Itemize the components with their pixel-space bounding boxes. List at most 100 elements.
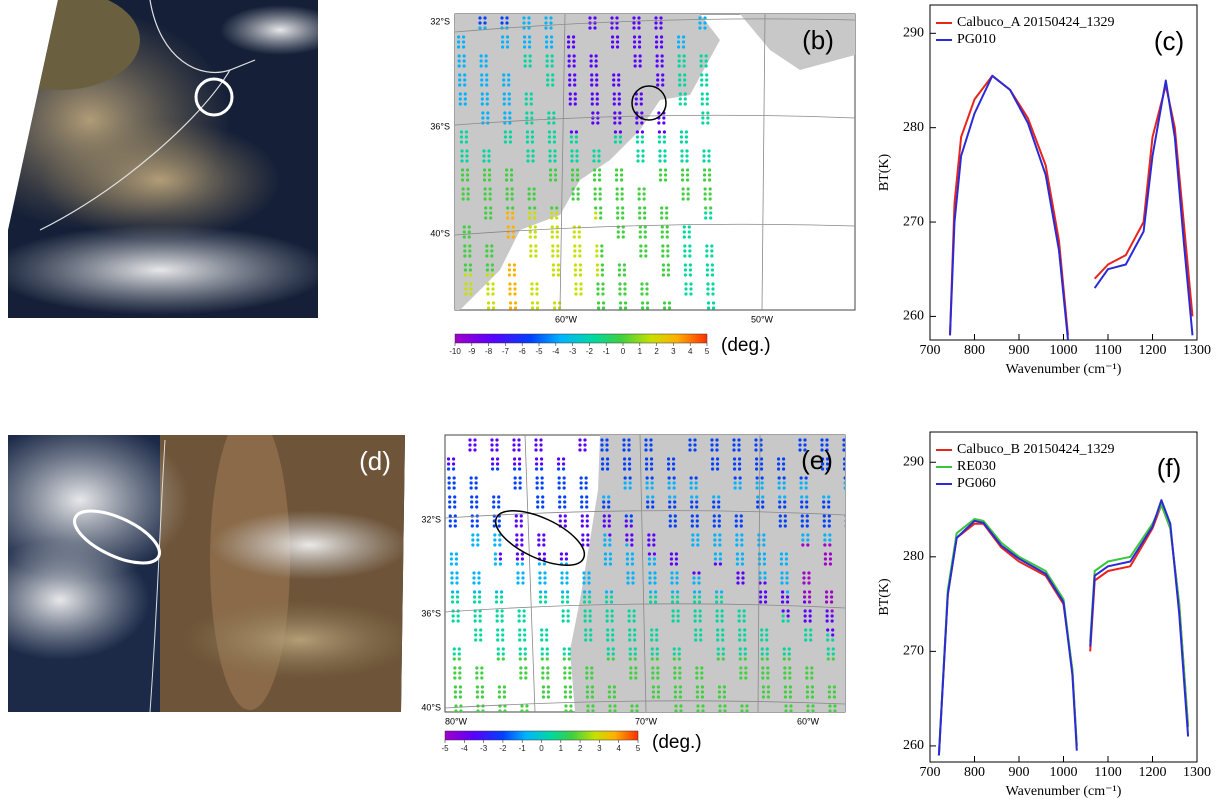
map-dot <box>565 571 569 575</box>
map-dot <box>485 244 489 248</box>
map-dot <box>635 121 639 125</box>
map-dot <box>497 695 502 699</box>
map-dot <box>613 135 618 139</box>
map-dot <box>613 121 617 125</box>
map-dot <box>448 519 452 523</box>
map-dot <box>828 562 833 566</box>
map-dot <box>497 690 502 694</box>
map-dot <box>846 557 849 560</box>
legend-label: RE030 <box>957 459 996 474</box>
map-dot <box>611 657 615 661</box>
map-dot <box>693 448 697 452</box>
map-dot <box>535 476 539 480</box>
map-dot <box>600 254 604 258</box>
map-dot <box>455 590 460 594</box>
map-dot <box>483 192 487 196</box>
map-dot <box>502 695 507 699</box>
map-dot <box>600 467 605 471</box>
map-dot <box>535 306 540 310</box>
map-dot <box>710 462 715 466</box>
map-dot <box>684 292 688 296</box>
map-dot <box>826 647 830 651</box>
map-dot <box>641 149 645 153</box>
map-dot <box>597 311 600 314</box>
map-dot <box>561 614 565 618</box>
map-dot <box>514 514 518 518</box>
map-dot <box>804 628 808 632</box>
map-dot <box>562 647 566 651</box>
map-dot <box>660 206 664 210</box>
map-dot <box>802 576 806 580</box>
map-dot <box>471 533 475 537</box>
map-dot <box>534 249 538 253</box>
map-dot <box>525 704 529 708</box>
x-tick-label: 1100 <box>1094 765 1121 780</box>
map-dot <box>778 524 782 528</box>
map-dot <box>629 671 633 675</box>
map-dot <box>527 192 531 196</box>
map-dot <box>458 666 462 670</box>
map-dot <box>456 45 461 49</box>
map-dot <box>634 102 638 106</box>
map-dot <box>490 273 495 277</box>
map-dot <box>648 595 653 599</box>
map-dot <box>755 476 759 480</box>
map-dot <box>455 595 460 599</box>
map-dot <box>699 633 703 637</box>
map-dot <box>766 676 770 680</box>
map-dot <box>625 538 629 542</box>
map-dot <box>582 571 586 575</box>
map-dot <box>566 45 571 49</box>
map-dot <box>669 557 674 561</box>
map-dot <box>657 121 661 125</box>
map-dot <box>720 609 724 613</box>
map-dot <box>524 92 528 96</box>
map-dot <box>632 21 636 25</box>
map-dot <box>605 462 610 466</box>
map-dot <box>754 457 759 461</box>
map-dot <box>474 638 478 642</box>
map-dot <box>548 168 553 172</box>
map-dot <box>703 21 707 25</box>
map-dot <box>670 590 675 594</box>
map-dot <box>535 481 539 485</box>
map-dot <box>681 40 686 44</box>
map-dot <box>565 581 569 585</box>
map-dot <box>739 676 743 680</box>
map-dot <box>666 263 671 267</box>
map-dot <box>607 524 611 528</box>
map-dot <box>517 609 521 613</box>
map-dot <box>608 543 612 547</box>
map-dot <box>472 595 477 599</box>
map-dot <box>639 97 643 101</box>
map-dot <box>485 102 489 106</box>
map-dot <box>842 448 845 452</box>
map-dot <box>804 633 808 637</box>
map-dot <box>508 130 513 134</box>
map-dot <box>563 500 567 504</box>
map-dot <box>528 64 532 68</box>
map-dot <box>698 609 702 613</box>
map-dot <box>531 154 535 158</box>
map-dot <box>594 59 598 63</box>
map-dot <box>548 173 553 177</box>
map-dot <box>643 230 647 234</box>
map-dot <box>788 676 792 680</box>
map-dot <box>454 562 459 566</box>
map-dot <box>683 249 687 253</box>
map-dot <box>478 619 482 623</box>
map-dot <box>700 97 704 101</box>
map-dot <box>506 206 510 210</box>
map-dot <box>608 538 612 542</box>
map-dot <box>701 704 705 708</box>
map-dot <box>587 571 591 575</box>
map-dot <box>717 495 721 499</box>
map-dot <box>498 538 502 542</box>
map-dot <box>637 197 641 201</box>
map-dot <box>847 448 850 451</box>
map-dot <box>567 64 571 68</box>
map-dot <box>830 619 834 623</box>
map-dot <box>692 595 697 599</box>
map-dot <box>717 500 721 504</box>
map-dot <box>503 135 508 139</box>
